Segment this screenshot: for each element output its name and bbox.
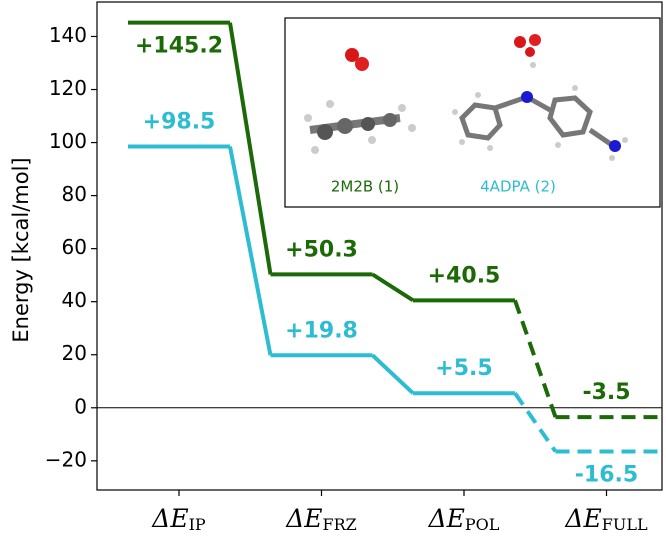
plot-frame	[96, 1, 663, 491]
inset	[284, 17, 661, 208]
value-label: +40.5	[428, 263, 501, 288]
x-tick-label: ΔEFULL	[564, 504, 648, 534]
x-tick-label: ΔEFRZ	[285, 504, 357, 534]
y-tick-label: 60	[62, 235, 87, 259]
x-tick-label: ΔEIP	[151, 504, 206, 534]
y-tick-label: 40	[62, 288, 87, 312]
y-axis-label: Energy [kcal/mol]	[9, 157, 33, 342]
molecule-1	[304, 48, 416, 154]
category-subscript: IP	[189, 515, 206, 534]
value-label: +50.3	[285, 237, 358, 262]
y-tick-label: 0	[74, 394, 87, 418]
x-tick-label: ΔEPOL	[428, 504, 500, 534]
category-symbol: ΔE	[285, 504, 322, 533]
molecule-2	[452, 34, 628, 161]
y-tick-label: −20	[45, 447, 87, 471]
category-symbol: ΔE	[151, 504, 188, 533]
connector	[513, 392, 558, 453]
category-symbol: ΔE	[564, 504, 601, 533]
y-tick-label: 120	[49, 76, 87, 100]
y-tick-label: 80	[62, 182, 87, 206]
value-label: +145.2	[135, 34, 223, 59]
category-symbol: ΔE	[428, 504, 465, 533]
category-subscript: FULL	[602, 515, 648, 534]
value-label: -16.5	[575, 463, 638, 488]
value-label: +5.5	[435, 356, 492, 381]
connector	[228, 146, 273, 356]
inset-box	[284, 17, 661, 208]
value-label: +19.8	[285, 318, 358, 343]
category-subscript: FRZ	[323, 515, 357, 534]
y-tick-label: 100	[49, 129, 87, 153]
category-subscript: POL	[465, 515, 500, 534]
connector	[371, 272, 415, 303]
connector	[371, 353, 415, 395]
value-label: -3.5	[582, 380, 630, 405]
y-tick-label: 20	[62, 341, 87, 365]
y-tick-label: 140	[49, 23, 87, 47]
legend-label: 4ADPA (2)	[480, 178, 556, 196]
value-label: +98.5	[143, 110, 216, 135]
legend-label: 2M2B (1)	[331, 178, 399, 196]
connector	[228, 22, 273, 275]
